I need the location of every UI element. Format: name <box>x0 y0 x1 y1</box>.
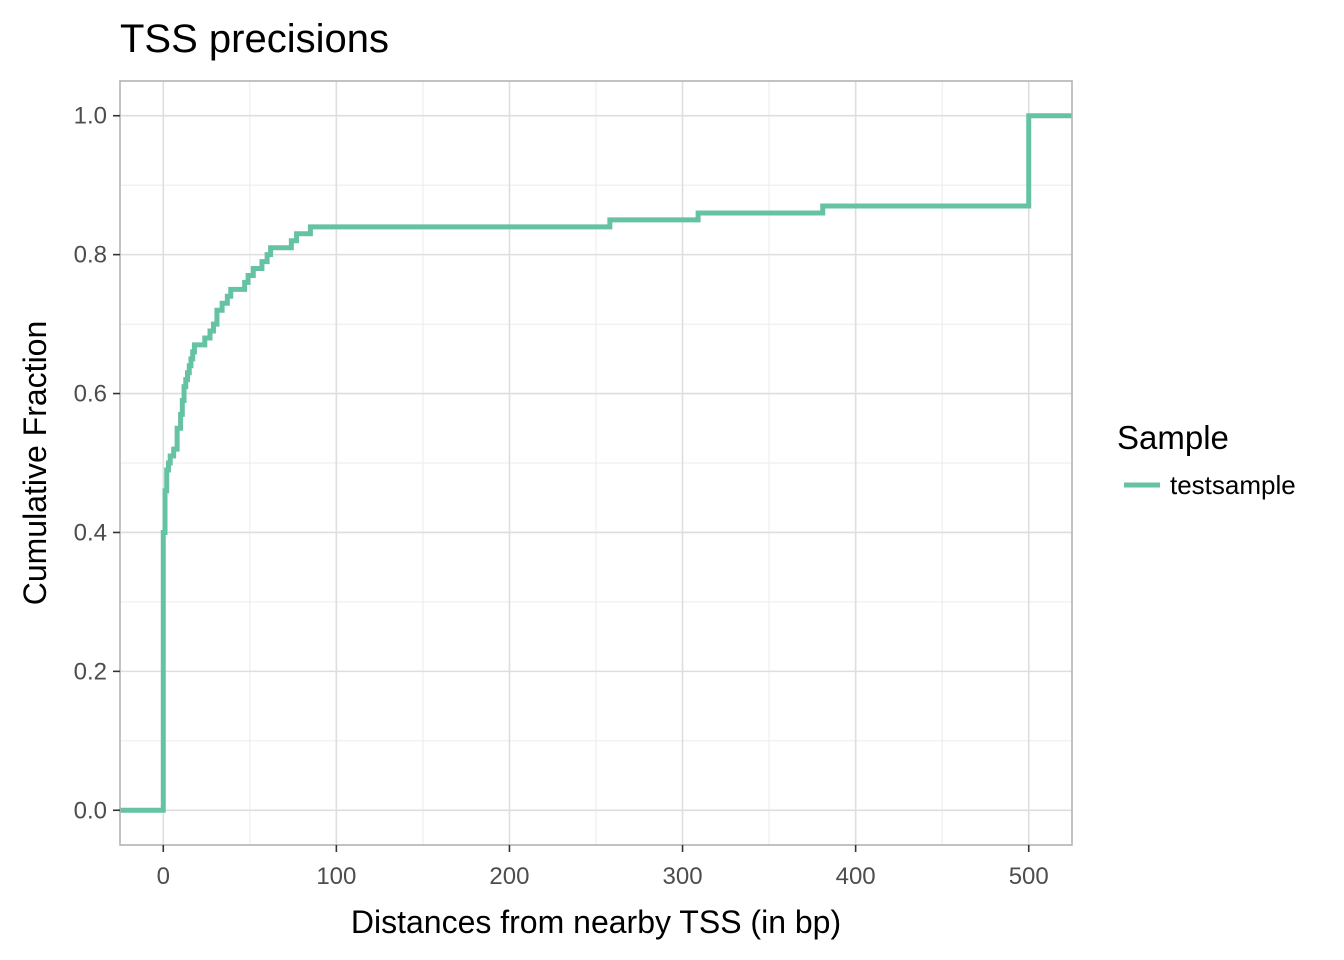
legend: Sample testsample <box>1117 419 1296 500</box>
series-layer <box>120 113 1072 813</box>
legend-label-testsample: testsample <box>1170 470 1296 500</box>
legend-title: Sample <box>1117 419 1229 456</box>
x-tick-label: 400 <box>836 863 876 890</box>
x-tick-label: 300 <box>663 863 703 890</box>
y-tick-label: 0.2 <box>74 658 107 685</box>
x-tick-label: 500 <box>1009 863 1049 890</box>
x-tick-label: 0 <box>157 863 170 890</box>
y-tick-label: 0.0 <box>74 797 107 824</box>
series-line-testsample <box>120 113 1072 813</box>
grid-minor <box>120 81 1072 845</box>
x-tick-label: 200 <box>489 863 529 890</box>
y-tick-label: 0.6 <box>74 381 107 408</box>
y-axis-label: Cumulative Fraction <box>17 321 53 606</box>
y-axis-ticks: 0.0 0.2 0.4 0.6 0.8 1.0 <box>74 103 120 824</box>
plot-panel-border <box>119 80 1073 846</box>
y-tick-label: 1.0 <box>74 103 107 130</box>
x-axis-label: Distances from nearby TSS (in bp) <box>351 904 841 940</box>
x-tick-label: 100 <box>316 863 356 890</box>
chart-title: TSS precisions <box>120 17 389 61</box>
y-tick-label: 0.4 <box>74 519 107 546</box>
x-axis-ticks: 0 100 200 300 400 500 <box>157 845 1049 890</box>
y-tick-label: 0.8 <box>74 242 107 269</box>
grid-major <box>120 81 1072 845</box>
